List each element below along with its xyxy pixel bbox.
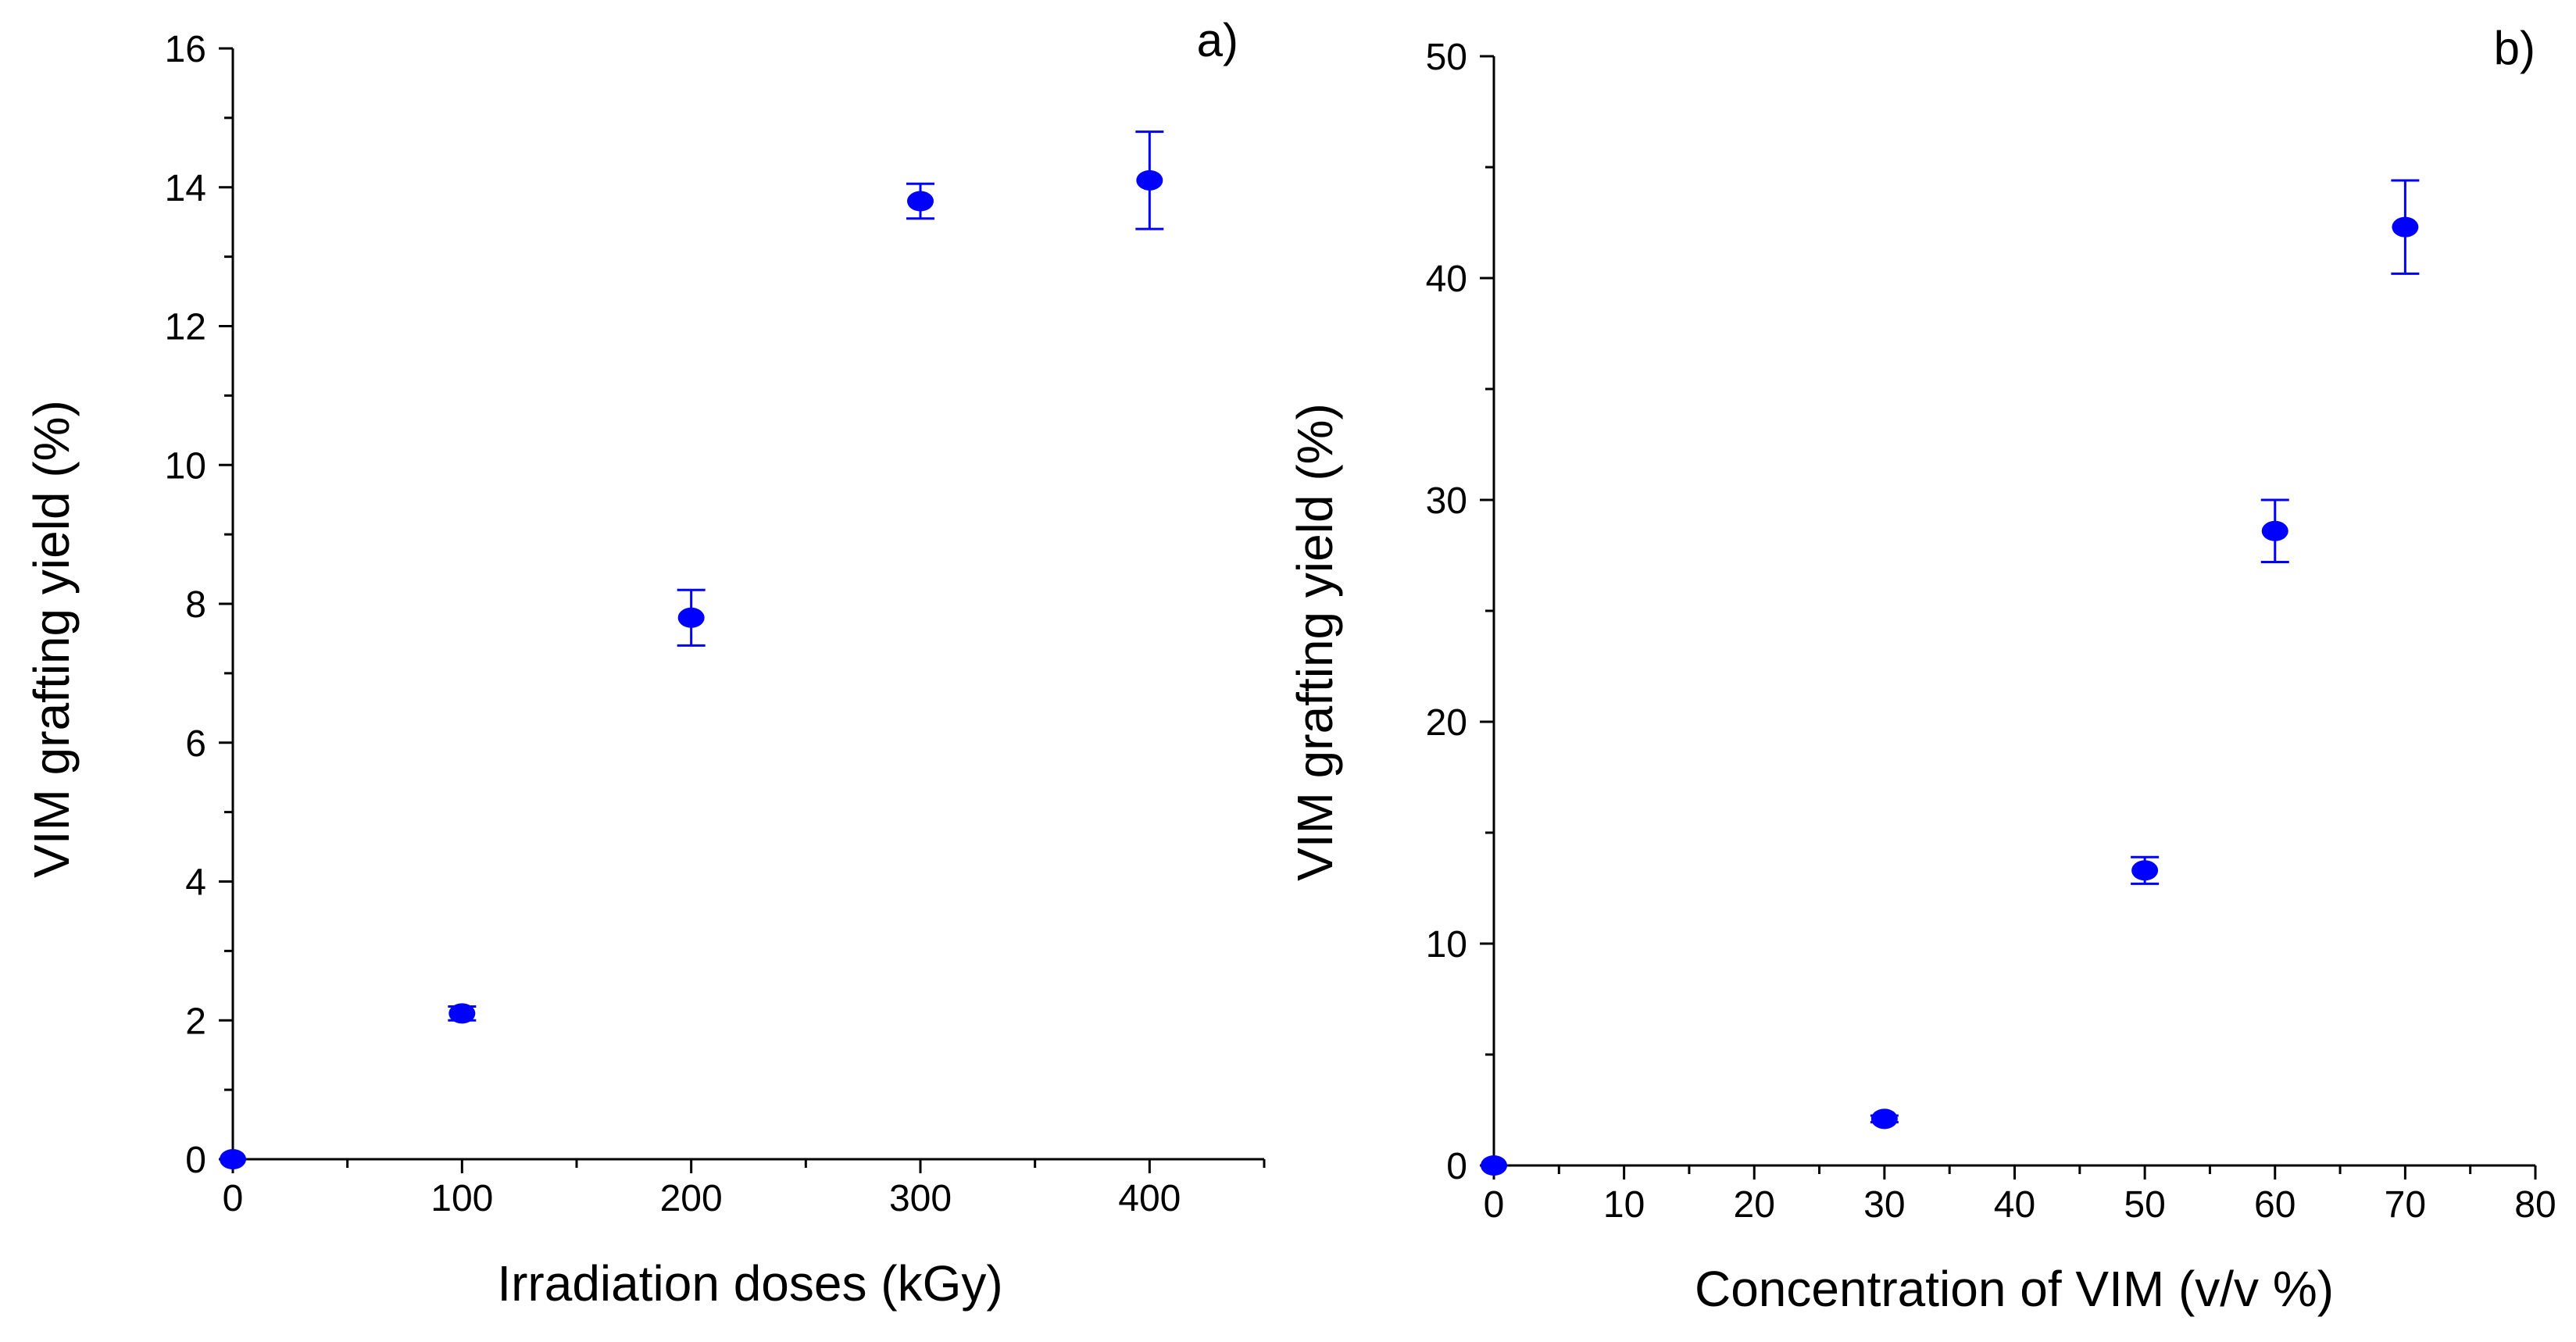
panel-b-y-tick-label: 0 xyxy=(1446,1146,1467,1187)
panel-b-y-tick-label: 10 xyxy=(1426,924,1467,965)
panel-a-data-point xyxy=(220,1149,246,1169)
panel-b-x-tick-label: 30 xyxy=(1863,1184,1905,1226)
panel-a-y-tick-label: 2 xyxy=(185,1001,206,1042)
panel-b-y-tick-label: 30 xyxy=(1426,480,1467,522)
panel-b-y-tick-label: 40 xyxy=(1426,259,1467,300)
panel-a-data-point xyxy=(677,607,705,628)
panel-a-x-axis-title: Irradiation doses (kGy) xyxy=(497,1255,1002,1312)
panel-b-data-point xyxy=(1870,1108,1898,1130)
panel-a-y-tick-label: 16 xyxy=(165,29,206,70)
panel-b-label: b) xyxy=(2494,22,2535,74)
panel-b-x-tick-label: 40 xyxy=(1994,1184,2035,1226)
panel-b-data-point xyxy=(2392,216,2419,237)
panel-a-x-tick-label: 400 xyxy=(1118,1178,1181,1219)
panel-b-x-tick-label: 50 xyxy=(2124,1184,2165,1226)
panel-b-x-axis-title: Concentration of VIM (v/v %) xyxy=(1695,1261,2334,1317)
panel-b-data-point xyxy=(1481,1155,1507,1176)
panel-a-label: a) xyxy=(1197,14,1238,66)
panel-a-x-tick-label: 300 xyxy=(889,1178,952,1219)
panel-b-y-axis-title: VIM grafting yield (%) xyxy=(1287,403,1343,881)
chart-panel-a: a) Irradiation doses (kGy) VIM grafting … xyxy=(23,14,1266,1312)
panel-b-x-tick-label: 70 xyxy=(2385,1184,2426,1226)
panel-b-x-tick-label: 10 xyxy=(1603,1184,1645,1226)
panel-a-y-axis-title: VIM grafting yield (%) xyxy=(23,400,80,878)
panel-a-x-tick-label: 0 xyxy=(223,1178,244,1219)
panel-a-data-point xyxy=(907,191,934,212)
panel-a-y-tick-label: 8 xyxy=(185,584,206,626)
panel-a-y-tick-label: 14 xyxy=(165,168,206,209)
panel-b-x-tick-label: 80 xyxy=(2514,1184,2556,1226)
panel-b-x-tick-label: 60 xyxy=(2254,1184,2296,1226)
panel-b-y-tick-label: 50 xyxy=(1426,37,1467,78)
panel-b-x-tick-label: 20 xyxy=(1734,1184,1775,1226)
panel-a-y-tick-label: 6 xyxy=(185,723,206,765)
panel-a-x-tick-label: 100 xyxy=(431,1178,493,1219)
panel-a-data-point xyxy=(448,1003,476,1024)
panel-b-x-tick-label: 0 xyxy=(1484,1184,1505,1226)
panel-a-data-point xyxy=(1136,170,1163,191)
panel-b-data-point xyxy=(2261,520,2288,541)
panel-a-y-tick-label: 12 xyxy=(165,307,206,348)
panel-a-y-tick-label: 10 xyxy=(165,445,206,487)
chart-panel-b: b) Concentration of VIM (v/v %) VIM graf… xyxy=(1287,22,2556,1317)
panel-b-data-point xyxy=(2131,860,2159,881)
panel-a-y-tick-label: 0 xyxy=(185,1140,206,1181)
panel-a-x-tick-label: 200 xyxy=(660,1178,723,1219)
panel-a-y-tick-label: 4 xyxy=(185,862,206,904)
panel-b-y-tick-label: 20 xyxy=(1426,702,1467,744)
